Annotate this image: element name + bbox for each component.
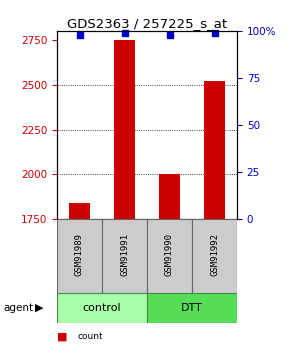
Text: ■: ■: [57, 332, 68, 341]
Text: DTT: DTT: [181, 303, 203, 313]
Bar: [57, 219, 102, 293]
Text: agent: agent: [3, 303, 33, 313]
Bar: [102, 219, 147, 293]
Text: GSM91989: GSM91989: [75, 233, 84, 276]
Text: GSM91991: GSM91991: [120, 233, 129, 276]
Text: ▶: ▶: [34, 303, 43, 313]
Bar: [147, 293, 237, 323]
Title: GDS2363 / 257225_s_at: GDS2363 / 257225_s_at: [67, 17, 227, 30]
Bar: [147, 219, 192, 293]
Bar: [57, 293, 147, 323]
Text: GSM91990: GSM91990: [165, 233, 174, 276]
Bar: [69, 203, 90, 219]
Bar: [192, 219, 237, 293]
Text: GSM91992: GSM91992: [210, 233, 219, 276]
Text: control: control: [83, 303, 121, 313]
Text: count: count: [78, 332, 103, 341]
Bar: [159, 174, 180, 219]
Bar: [114, 40, 135, 219]
Bar: [204, 81, 225, 219]
